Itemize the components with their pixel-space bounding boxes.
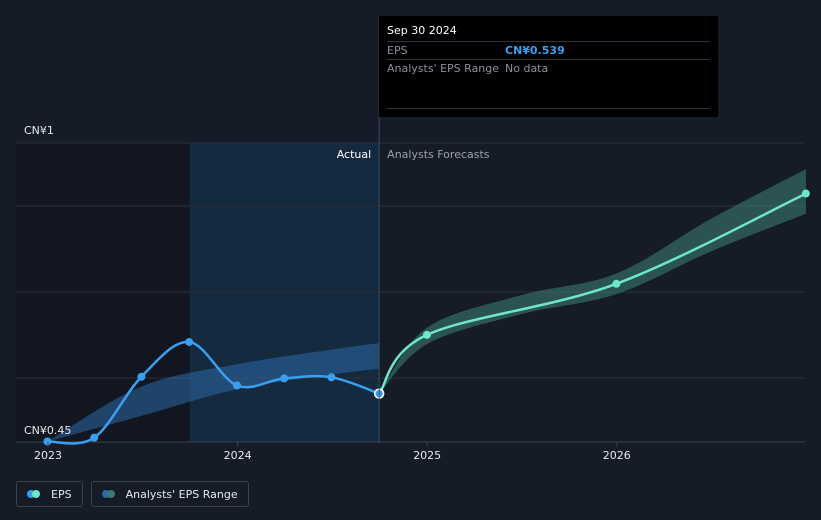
eps-point-actual-5[interactable] [280, 374, 289, 383]
forecast-section-label: Analysts Forecasts [387, 148, 490, 161]
eps-point-actual-3[interactable] [185, 337, 194, 346]
grid-lines [16, 142, 805, 443]
eps-point-actual-2[interactable] [137, 372, 146, 381]
hover-tooltip: Sep 30 2024 EPS CN¥0.539 Analysts' EPS R… [379, 16, 718, 117]
actual-section-label: Actual [337, 148, 371, 161]
eps-point-actual-4[interactable] [232, 381, 241, 390]
tooltip-range-value: No data [505, 62, 549, 75]
y-axis-label-bottom: CN¥0.45 [24, 424, 71, 437]
tooltip-row-range: Analysts' EPS Range No data [387, 59, 710, 77]
legend-label-eps-range: Analysts' EPS Range [125, 487, 238, 501]
legend-item-eps[interactable]: EPS [16, 481, 83, 507]
eps-legend-icon [27, 490, 43, 498]
eps-point-actual-0[interactable] [43, 437, 52, 446]
x-tick-label-2024: 2024 [224, 449, 252, 462]
eps-range-legend-icon [101, 490, 118, 498]
eps-line-actual [46, 340, 381, 445]
legend-label-eps: EPS [51, 487, 72, 501]
eps-lines [46, 192, 808, 445]
eps-point-actual-6[interactable] [327, 373, 336, 382]
legend-item-eps-range[interactable]: Analysts' EPS Range [90, 481, 249, 507]
eps-point-forecast-3[interactable] [801, 189, 810, 198]
tooltip-divider [387, 108, 710, 109]
x-axis-ticks: 2023 2024 2025 2026 [34, 442, 631, 462]
tooltip-eps-value: CN¥0.539 [505, 44, 565, 57]
tooltip-range-label: Analysts' EPS Range [387, 62, 500, 75]
eps-line-forecast [377, 192, 808, 395]
eps-range-bands [47, 169, 806, 442]
eps-range-band-forecast [379, 169, 806, 394]
y-axis-label-top: CN¥1 [24, 124, 54, 137]
eps-point-forecast-2[interactable] [612, 279, 621, 288]
tooltip-eps-label: EPS [387, 44, 408, 57]
x-tick-label-2025: 2025 [413, 449, 441, 462]
chart-legend: EPS Analysts' EPS Range [16, 481, 249, 507]
tooltip-row-eps: EPS CN¥0.539 [387, 41, 710, 59]
tooltip-date: Sep 30 2024 [387, 24, 457, 37]
eps-range-band-actual [47, 343, 380, 442]
eps-point-actual-1[interactable] [90, 433, 99, 442]
eps-point-forecast-1[interactable] [422, 330, 431, 339]
x-tick-label-2026: 2026 [603, 449, 631, 462]
x-tick-label-2023: 2023 [34, 449, 62, 462]
